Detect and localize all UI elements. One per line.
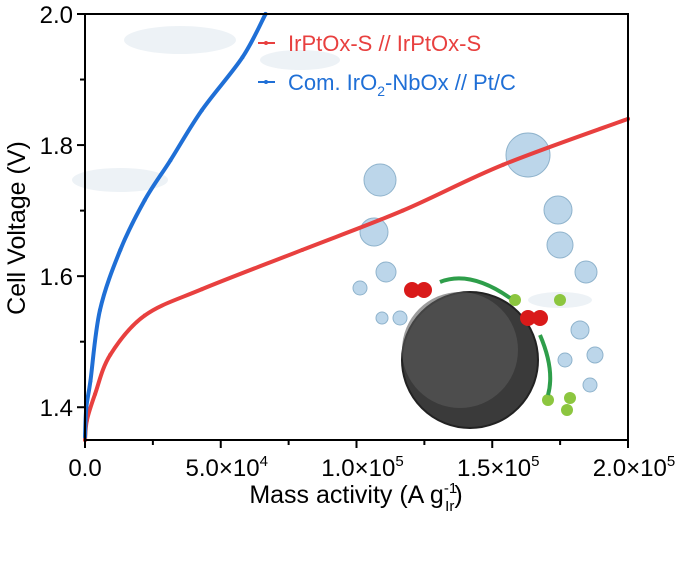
bubble-icon — [570, 320, 590, 340]
bubble-icon — [352, 280, 368, 296]
oxygen-atom-icon — [520, 310, 536, 326]
bubble-icon — [586, 346, 604, 364]
catalyst-sphere-highlight — [402, 292, 518, 408]
legend-item-irptox: IrPtOx-S // IrPtOx-S — [258, 31, 481, 56]
x-axis-label-sup: -1 — [444, 480, 457, 497]
data-point — [142, 313, 147, 318]
bubble-icon — [582, 377, 598, 393]
data-point — [108, 352, 113, 357]
data-point — [168, 158, 173, 163]
bubble-icon — [363, 163, 397, 197]
legend-label: Com. IrO2-NbOx // Pt/C — [288, 70, 516, 99]
x-axis-label-close: ) — [454, 481, 462, 509]
data-point — [199, 108, 204, 113]
data-point — [199, 287, 204, 292]
hydrogen-atom-icon — [554, 294, 566, 306]
bubble-icon — [543, 195, 573, 225]
background-illustration — [72, 26, 604, 429]
arrow-icon — [538, 334, 553, 396]
data-point — [400, 208, 405, 213]
y-tick-label: 1.6 — [40, 264, 73, 291]
y-axis-label: Cell Voltage (V) — [3, 141, 31, 315]
oxygen-atom-icon — [532, 310, 548, 326]
data-point — [240, 55, 245, 60]
water-splash — [124, 26, 236, 54]
y-tick-label: 1.4 — [40, 395, 73, 422]
x-tick-label: 5.0×104 — [186, 453, 268, 482]
data-point — [142, 198, 147, 203]
legend: IrPtOx-S // IrPtOx-S Com. IrO2-NbOx // P… — [258, 31, 516, 99]
x-axis-label-sub: Ir — [445, 498, 454, 515]
hydrogen-atom-icon — [542, 394, 554, 406]
x-tick-label: 1.0×105 — [321, 453, 403, 482]
water-splash — [72, 168, 168, 192]
bubble-icon — [557, 352, 573, 368]
x-tick-label: 2.0×105 — [593, 453, 675, 482]
hydrogen-atom-icon — [561, 404, 573, 416]
data-point — [93, 392, 98, 397]
legend-label: IrPtOx-S // IrPtOx-S — [288, 31, 481, 56]
water-splash — [260, 50, 340, 70]
bubble-icon — [375, 311, 389, 325]
y-tick-label: 2.0 — [40, 2, 73, 29]
series-line-0 — [83, 116, 630, 442]
legend-item-iro2: Com. IrO2-NbOx // Pt/C — [258, 70, 516, 99]
y-tick-label: 1.8 — [40, 133, 73, 160]
arrow-icon — [439, 276, 512, 300]
x-tick-label: 1.5×105 — [457, 453, 539, 482]
data-point — [300, 247, 305, 252]
ticks-layer: 0.0 5.0×104 1.0×105 1.5×105 2.0×105 1.4 1.6 1.8… — [40, 2, 676, 482]
data-point — [97, 308, 102, 313]
data-point — [501, 162, 506, 167]
bubble-icon — [546, 231, 574, 259]
bubble-icon — [392, 310, 408, 326]
bubble-icon — [574, 260, 598, 284]
bubble-icon — [375, 261, 397, 283]
x-axis-label: Mass activity (A g-1 Ir) — [249, 480, 462, 515]
oxygen-atom-icon — [416, 282, 432, 298]
x-tick-label: 0.0 — [68, 455, 101, 482]
data-point — [88, 379, 93, 384]
data-point — [118, 247, 123, 252]
hydrogen-atom-icon — [564, 392, 576, 404]
hydrogen-atom-icon — [509, 294, 521, 306]
oxygen-atom-icon — [404, 282, 420, 298]
series-line-1 — [83, 12, 268, 439]
